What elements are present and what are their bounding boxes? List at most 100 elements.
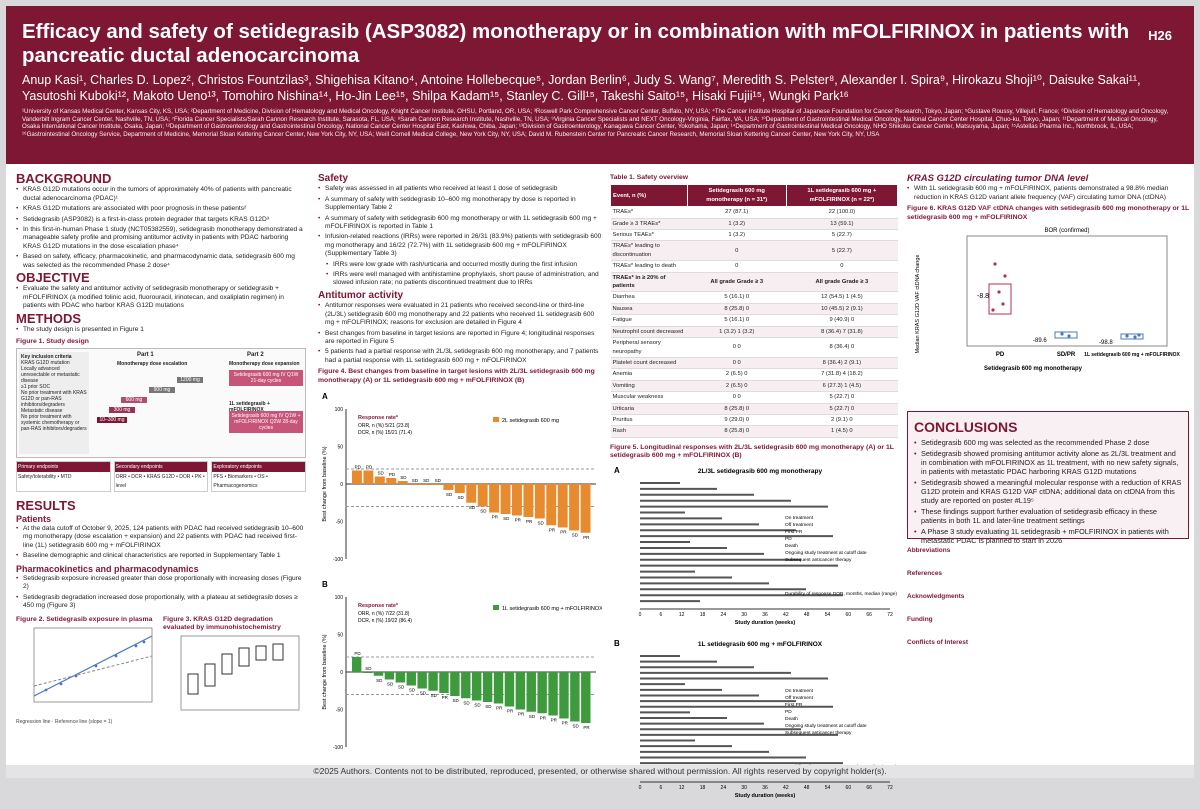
table-cell: 5 (22.7) 0 <box>786 403 898 415</box>
bar-label: PR <box>442 695 449 700</box>
bar <box>439 672 449 694</box>
list-item: Infusion-related reactions (IRRs) were r… <box>318 233 602 258</box>
bar-label: PR <box>583 535 590 540</box>
combo-label: 1L setidegrasib + mFOLFIRINOX <box>229 400 270 413</box>
table-cell: 8 (25.8) 0 <box>687 303 787 316</box>
table-row: TRAEs* in ≥ 20% of patients All grade Gra… <box>610 272 898 293</box>
bar <box>472 672 482 701</box>
objective-heading: OBJECTIVE <box>16 270 90 286</box>
criterion: ≥1 prior SOC <box>21 383 51 390</box>
bar-label: PR <box>496 706 503 711</box>
tick-label: 54 <box>825 612 831 618</box>
ctdna-ylabel: Median KRAS G12D VAF ctDNA change <box>915 255 921 354</box>
list-item: Baseline demographic and clinical charac… <box>16 552 306 561</box>
bar-label: SD <box>420 691 427 696</box>
table-cell: 0 0 <box>687 337 787 358</box>
table-row: Grade ≥ 3 TRAEs* 1 (3.2) 13 (59.1) <box>610 218 898 231</box>
dcr-value: DCR, n (%) 15/21 (71.4) <box>358 430 412 436</box>
table-cell: Nausea <box>610 303 688 316</box>
y-axis-label: Best change from baseline (%) <box>322 446 328 521</box>
conclusions-box: CONCLUSIONS Setidegrasib 600 mg was sele… <box>907 411 1189 545</box>
table-cell: 0 <box>786 260 898 273</box>
criterion: Metastatic disease <box>21 407 63 414</box>
bar-label: SD <box>400 475 407 480</box>
bar <box>512 483 522 516</box>
poster: Efficacy and safety of setidegrasib (ASP… <box>6 6 1194 799</box>
table-cell: 8 (25.8) 0 <box>687 403 787 415</box>
bar-label: SD <box>572 532 579 537</box>
legend-label: Subsequent anticancer therapy <box>785 730 852 736</box>
safety-table: Event, n (%) Setidegrasib 600 mg monothe… <box>610 184 899 438</box>
figure-5-title: Figure 5. Longitudinal responses with 2L… <box>610 443 894 460</box>
list-item: Setidegrasib showed promising antitumor … <box>914 449 1182 476</box>
bar <box>489 483 500 513</box>
table-cell: Pruritus <box>610 414 688 427</box>
tick-label: 42 <box>783 785 789 791</box>
bar <box>557 483 568 528</box>
panel-label: A <box>614 466 620 475</box>
affiliations: ¹University of Kansas Medical Center, Ka… <box>22 108 1169 138</box>
tick-label: 42 <box>783 612 789 618</box>
primary-endpoints: Safety/tolerability • MTD <box>18 474 72 481</box>
x-axis-label: Study duration (weeks) <box>735 793 796 799</box>
table-cell: TRAEs* leading to death <box>610 260 688 273</box>
table-cell: Anemia <box>610 368 688 381</box>
criterion: No prior treatment with systemic chemoth… <box>21 413 87 432</box>
bar-label: SD <box>387 682 394 687</box>
figure-1-title: Figure 1. Study design <box>16 337 89 345</box>
criteria-box: Key inclusion criteria KRAS G12D mutatio… <box>19 351 89 454</box>
bar <box>409 483 420 485</box>
degradation-plot <box>180 635 300 711</box>
bar <box>362 672 373 674</box>
tick-label: 12 <box>679 785 685 791</box>
panel-label: B <box>614 639 620 648</box>
study-design-diagram: Key inclusion criteria KRAS G12D mutatio… <box>16 347 306 458</box>
tick-label: 18 <box>700 785 706 791</box>
swimmer-plot-a: A 2L/3L setidegrasib 600 mg monotherapy 0 6… <box>614 466 926 626</box>
bar <box>384 672 395 680</box>
mono-expansion-label: Monotherapy dose expansion <box>229 360 300 367</box>
table-cell: 5 (16.1) 0 <box>687 291 787 304</box>
column-3: Table 1. Safety overview Event, n (%) Se… <box>610 171 926 809</box>
bar-label: SD <box>376 678 383 683</box>
bar <box>443 483 454 490</box>
bar <box>406 672 416 686</box>
tick-label: 6 <box>659 612 662 618</box>
tick-label: 66 <box>866 785 872 791</box>
table-cell: 5 (22.7) <box>786 240 898 262</box>
table-cell: 6 (27.3) 1 (4.5) <box>786 380 898 393</box>
tick-label: 50 <box>337 444 343 450</box>
tick-label: 36 <box>762 785 768 791</box>
bar <box>493 672 504 704</box>
bar-label: SD <box>573 724 580 729</box>
table-row: Neutrophil count decreased 1 (3.2) 1 (3.2… <box>610 326 898 339</box>
bar-label: SD <box>412 478 419 483</box>
panel-title: 1L setidegrasib 600 mg + mFOLFIRINOX <box>698 641 823 648</box>
bar-label: PR <box>549 527 556 532</box>
criteria-heading: Key inclusion criteria <box>21 353 72 360</box>
primary-endpoints-heading: Primary endpoints <box>17 461 110 473</box>
table-cell: 0 <box>687 260 787 273</box>
acknowledgments-heading: Acknowledgments <box>907 593 965 600</box>
part-1-label: Part 1 <box>137 351 154 358</box>
table-cell: 8 (25.8) 0 <box>687 425 787 438</box>
table-cell: Serious TEAEs* <box>610 229 688 242</box>
bar <box>454 483 465 493</box>
bar-label: SD <box>469 505 476 510</box>
col-header: 1L setidegrasib 600 mg + mFOLFIRINOX (n … <box>785 184 899 208</box>
list-item: Setidegrasib exposure increased greater … <box>16 575 306 592</box>
bar-label: SD <box>398 685 405 690</box>
tick-label: 0 <box>639 785 642 791</box>
x-axis-label: Study duration (weeks) <box>735 620 796 626</box>
table-cell: Rash <box>610 425 688 438</box>
background-heading: BACKGROUND <box>16 171 112 186</box>
abbreviations-heading: Abbreviations <box>907 547 951 554</box>
list-item: A Phase 3 study evaluating 1L setidegras… <box>914 527 1182 545</box>
table-cell: 2 (6.5) 0 <box>687 380 787 393</box>
background-list: KRAS G12D mutations occur in the tumors … <box>16 186 306 270</box>
tick-label: 12 <box>679 612 685 618</box>
tick-label: 24 <box>721 785 727 791</box>
